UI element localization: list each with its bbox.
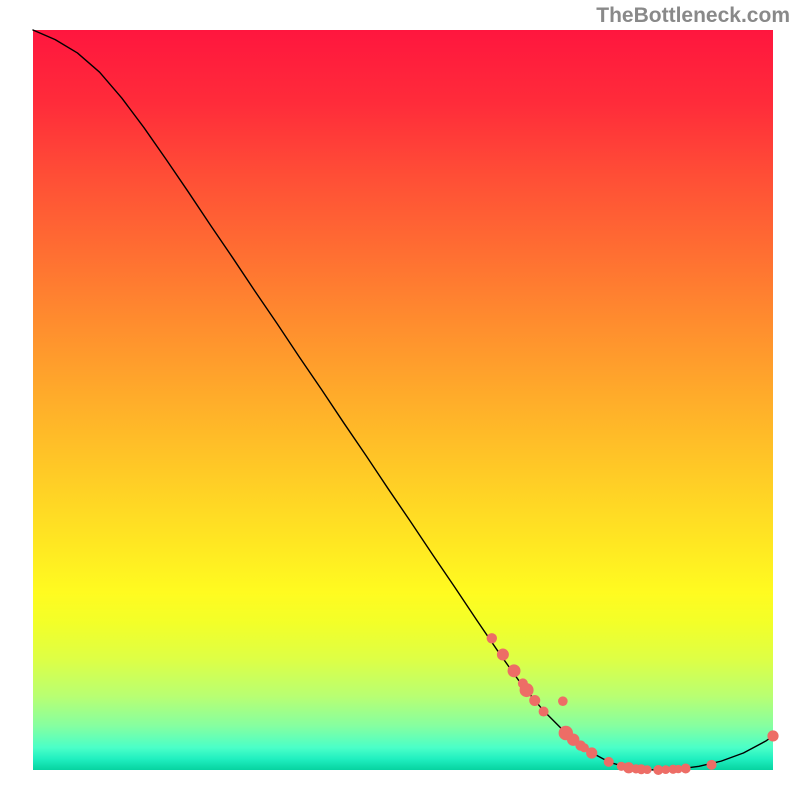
scatter-point [497,649,509,661]
scatter-point [586,747,597,758]
scatter-point [520,683,534,697]
scatter-point [707,760,717,770]
scatter-point [487,633,497,643]
scatter-point [643,765,652,774]
chart-container: TheBottleneck.com [0,0,800,800]
scatter-point [767,730,778,741]
watermark-text: TheBottleneck.com [596,4,790,28]
scatter-point [508,664,521,677]
bottleneck-chart [0,0,800,800]
scatter-point [604,757,614,767]
plot-background [33,30,773,770]
scatter-point [539,707,549,717]
scatter-point [529,695,540,706]
scatter-point [558,696,568,706]
scatter-point [681,764,691,774]
